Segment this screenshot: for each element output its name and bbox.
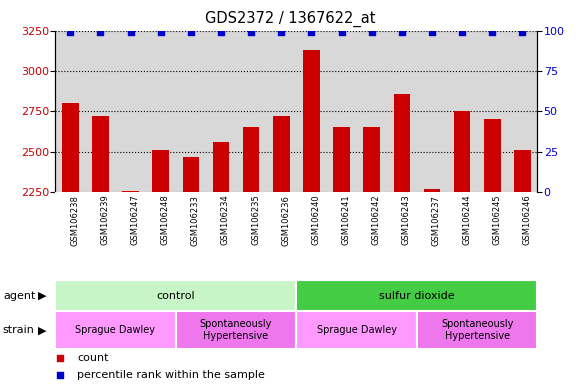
- Bar: [484, 119, 500, 192]
- Text: percentile rank within the sample: percentile rank within the sample: [77, 370, 265, 381]
- Text: GSM106245: GSM106245: [492, 195, 501, 245]
- Bar: [152, 150, 169, 192]
- Bar: [454, 111, 471, 192]
- Text: GSM106246: GSM106246: [522, 195, 532, 245]
- Point: [337, 29, 346, 35]
- Text: sulfur dioxide: sulfur dioxide: [379, 291, 455, 301]
- Bar: [296, 280, 537, 311]
- Text: GSM106247: GSM106247: [131, 195, 139, 245]
- Text: GSM106239: GSM106239: [101, 195, 109, 245]
- Point: [487, 29, 497, 35]
- Bar: [176, 311, 296, 349]
- Bar: [514, 150, 530, 192]
- Bar: [333, 127, 350, 192]
- Bar: [122, 191, 139, 192]
- Text: count: count: [77, 353, 109, 363]
- Text: GSM106238: GSM106238: [70, 195, 79, 245]
- Text: Spontaneously
Hypertensive: Spontaneously Hypertensive: [441, 319, 514, 341]
- Bar: [182, 157, 199, 192]
- Bar: [273, 116, 289, 192]
- Bar: [62, 103, 78, 192]
- Text: GSM106235: GSM106235: [251, 195, 260, 245]
- Text: control: control: [156, 291, 195, 301]
- Text: GSM106234: GSM106234: [221, 195, 230, 245]
- Text: GSM106248: GSM106248: [161, 195, 170, 245]
- Point: [126, 29, 135, 35]
- Point: [186, 29, 195, 35]
- Point: [277, 29, 286, 35]
- Bar: [55, 311, 176, 349]
- Point: [246, 29, 256, 35]
- Text: GSM106240: GSM106240: [311, 195, 320, 245]
- Text: GSM106243: GSM106243: [402, 195, 411, 245]
- Point: [66, 29, 75, 35]
- Point: [397, 29, 407, 35]
- Text: GDS2372 / 1367622_at: GDS2372 / 1367622_at: [205, 11, 376, 27]
- Point: [307, 29, 316, 35]
- Text: GSM106233: GSM106233: [191, 195, 200, 245]
- Text: Spontaneously
Hypertensive: Spontaneously Hypertensive: [200, 319, 272, 341]
- Text: ▶: ▶: [38, 325, 46, 335]
- Bar: [417, 311, 537, 349]
- Point: [216, 29, 225, 35]
- Point: [367, 29, 376, 35]
- Point: [156, 29, 166, 35]
- Point: [55, 355, 64, 361]
- Bar: [213, 142, 229, 192]
- Bar: [424, 189, 440, 192]
- Bar: [363, 127, 380, 192]
- Bar: [92, 116, 109, 192]
- Bar: [55, 280, 296, 311]
- Point: [96, 29, 105, 35]
- Text: Sprague Dawley: Sprague Dawley: [317, 325, 397, 335]
- Text: Sprague Dawley: Sprague Dawley: [76, 325, 156, 335]
- Point: [55, 372, 64, 379]
- Bar: [296, 311, 417, 349]
- Text: ▶: ▶: [38, 291, 46, 301]
- Point: [427, 29, 436, 35]
- Text: agent: agent: [3, 291, 35, 301]
- Text: strain: strain: [3, 325, 35, 335]
- Bar: [393, 94, 410, 192]
- Text: GSM106244: GSM106244: [462, 195, 471, 245]
- Bar: [243, 127, 259, 192]
- Point: [457, 29, 467, 35]
- Text: GSM106236: GSM106236: [281, 195, 290, 245]
- Text: GSM106242: GSM106242: [372, 195, 381, 245]
- Bar: [303, 50, 320, 192]
- Point: [518, 29, 527, 35]
- Text: GSM106237: GSM106237: [432, 195, 441, 245]
- Text: GSM106241: GSM106241: [342, 195, 350, 245]
